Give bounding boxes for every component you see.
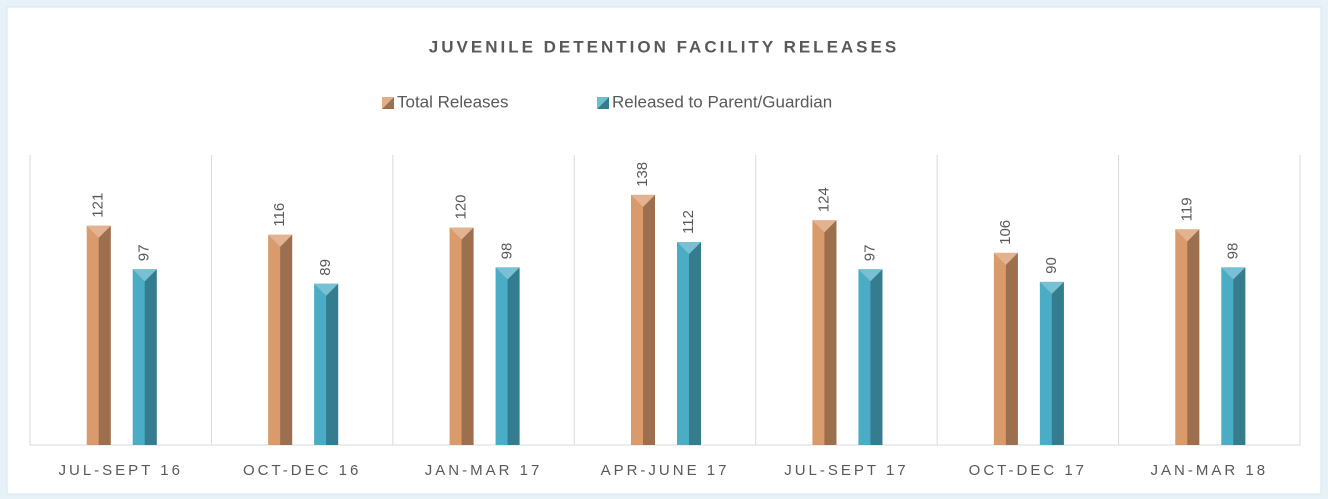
bar-cap — [495, 267, 520, 280]
bar-side — [870, 269, 883, 445]
chart-title: JUVENILE DETENTION FACILITY RELEASES — [429, 37, 899, 56]
x-tick-label: JAN-MAR 17 — [425, 462, 543, 479]
x-tick-label: OCT-DEC 16 — [243, 462, 361, 479]
bar-cap — [268, 234, 293, 247]
bar-cap — [86, 225, 111, 238]
x-tick-label: OCT-DEC 17 — [969, 462, 1087, 479]
bar-cap — [449, 227, 474, 240]
legend-label: Released to Parent/Guardian — [612, 92, 832, 111]
value-label: 106 — [997, 220, 1014, 245]
bar-cap — [1175, 229, 1200, 242]
bar-side — [280, 234, 293, 445]
value-label: 121 — [90, 193, 107, 218]
bar-side — [326, 283, 339, 445]
value-label: 119 — [1178, 197, 1195, 221]
value-label: 120 — [453, 194, 470, 219]
bar-side — [1005, 252, 1018, 445]
bar-cap — [1221, 267, 1246, 280]
bar-side — [144, 269, 157, 445]
value-label: 124 — [815, 187, 832, 212]
bar-side — [689, 242, 701, 445]
x-tick-label: JUL-SEPT 17 — [784, 462, 908, 479]
bar-side — [1233, 267, 1246, 445]
x-tick-label: JAN-MAR 18 — [1151, 462, 1269, 479]
bar-cap — [314, 283, 339, 296]
bar-cap — [858, 269, 883, 282]
legend-label: Total Releases — [397, 92, 509, 111]
value-label: 116 — [271, 203, 288, 227]
value-label: 97 — [136, 245, 153, 262]
x-tick-label: APR-JUNE 17 — [601, 462, 730, 479]
bar-cap — [132, 269, 157, 282]
bar-cap — [1039, 281, 1064, 294]
bar-cap — [631, 194, 655, 207]
bar-side — [643, 194, 655, 445]
bar-side — [824, 220, 837, 445]
legend-marker — [597, 97, 609, 109]
bar-cap — [993, 252, 1018, 265]
legend-marker — [382, 97, 394, 109]
value-label: 112 — [680, 210, 697, 234]
value-label: 138 — [634, 162, 651, 187]
value-label: 97 — [861, 245, 878, 262]
bar-side — [461, 227, 474, 445]
bar-side — [507, 267, 520, 445]
value-label: 98 — [499, 243, 516, 260]
bar-side — [1187, 229, 1200, 445]
bar-side — [98, 225, 111, 445]
x-tick-label: JUL-SEPT 16 — [58, 462, 182, 479]
value-label: 90 — [1043, 257, 1060, 274]
value-label: 89 — [317, 259, 334, 276]
chart-panel — [6, 6, 1322, 495]
value-label: 98 — [1224, 243, 1241, 260]
bar-side — [1051, 281, 1064, 445]
bar-cap — [677, 242, 701, 254]
bar-cap — [812, 220, 837, 233]
